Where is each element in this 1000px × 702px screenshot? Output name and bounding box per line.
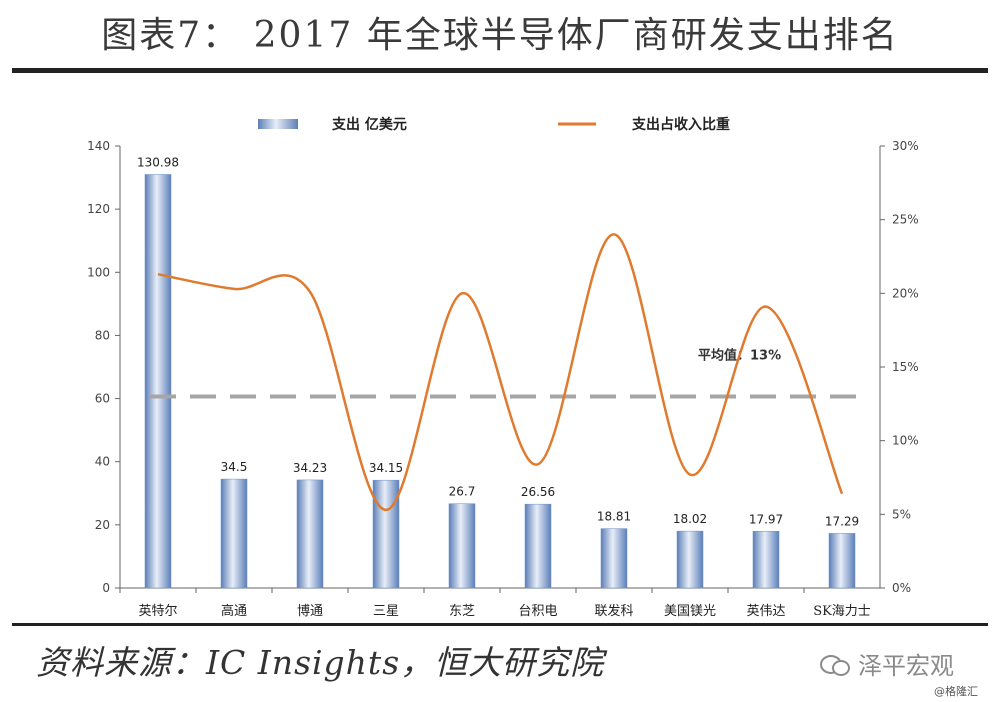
ratio-line [157,233,844,512]
bar-value-label: 34.23 [293,461,327,475]
bar [676,530,704,589]
bar [144,174,172,589]
left-tick-label: 60 [95,392,110,406]
bar-value-label: 18.02 [673,512,707,526]
bar-value-label: 17.97 [749,512,783,526]
legend-bar-label: 支出 亿美元 [331,116,407,133]
left-tick-label: 140 [87,139,110,153]
legend-bar-swatch [258,119,298,129]
category-label: 台积电 [518,604,557,619]
category-label: 美国镁光 [664,604,716,619]
wechat-icon [820,653,850,676]
bottom-rule [12,623,988,626]
category-label: 高通 [221,603,247,619]
category-label: 三星 [373,604,399,619]
bar-value-label: 34.15 [369,461,403,475]
left-tick-label: 100 [87,265,110,279]
bar [448,503,476,589]
right-tick-label: 30% [892,139,919,153]
left-tick-label: 120 [87,202,110,216]
category-label: 英伟达 [746,604,785,619]
bar-value-label: 34.5 [221,460,248,474]
bar [828,533,856,589]
chart-canvas: 0 20 40 60 80 100 120 140 0% 5% 10% 15% 20% 25% 30% 英特尔… [87,116,919,619]
right-tick-label: 20% [892,286,919,300]
category-label: 博通 [297,604,323,619]
right-tick-label: 25% [892,213,919,227]
credit-text: @格隆汇 [934,685,978,698]
watermark: 泽平宏观 [820,646,954,681]
category-label: 东芝 [449,603,475,619]
category-label: SK海力士 [813,604,871,619]
right-tick-label: 10% [892,434,919,448]
bar-value-label: 18.81 [597,510,631,524]
left-tick-label: 20 [95,518,110,532]
right-tick-label: 15% [892,360,919,374]
bar-value-label: 26.7 [449,485,476,499]
bar-value-label: 26.56 [521,485,555,499]
source-note: 资料来源：IC Insights，恒大研究院 [36,643,605,682]
bar [524,503,552,589]
left-tick-label: 80 [95,328,110,342]
left-tick-label: 0 [102,581,110,595]
bar-value-label: 17.29 [825,514,859,528]
bar [296,479,324,589]
category-label: 联发科 [594,603,633,619]
category-label: 英特尔 [138,604,177,619]
bar [220,478,248,589]
bar [372,479,400,589]
watermark-text: 泽平宏观 [858,652,954,680]
left-tick-label: 40 [95,455,110,469]
top-rule [12,68,988,73]
right-tick-label: 5% [892,507,911,521]
legend-line-label: 支出占收入比重 [631,116,730,133]
bar [600,528,628,589]
chart-title: 图表7： 2017 年全球半导体厂商研发支出排名 [101,15,899,56]
right-tick-label: 0% [892,581,911,595]
bar-value-label: 130.98 [137,155,179,169]
bar [752,531,780,589]
